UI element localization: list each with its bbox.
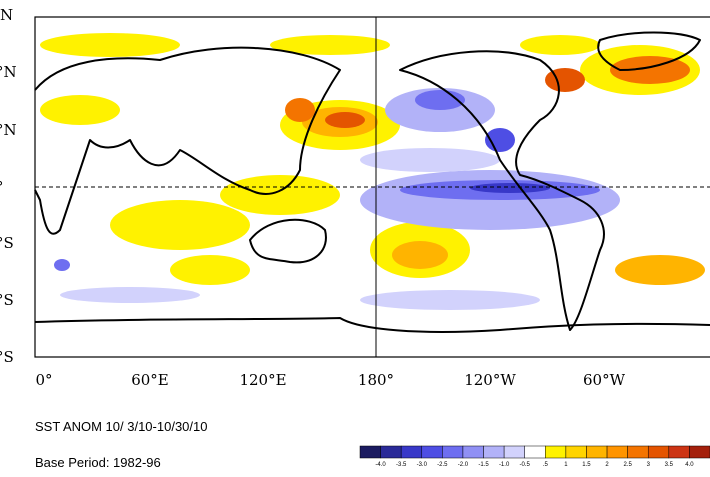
cool-patch xyxy=(485,128,515,152)
lat-label: °S xyxy=(0,348,14,366)
colorbar-label: -0.5 xyxy=(520,462,531,468)
lon-labels: 0° 60°E 120°E 180° 120°W 60°W xyxy=(35,371,625,389)
base-period: Base Period: 1982-96 xyxy=(35,455,161,470)
lat-label: °S xyxy=(0,234,14,252)
cool-patch xyxy=(60,287,200,303)
lon-label: 120°E xyxy=(239,371,286,389)
warm-patch xyxy=(520,35,600,55)
americas xyxy=(399,50,605,331)
colorbar-swatch xyxy=(668,445,690,459)
australia xyxy=(249,218,327,264)
colorbar-swatch xyxy=(421,445,443,459)
warm-patch xyxy=(325,112,365,128)
colorbar-swatch xyxy=(545,445,567,459)
lat-label: °S xyxy=(0,291,14,309)
eurasia-africa xyxy=(34,46,341,235)
colorbar-label: -2.0 xyxy=(458,462,469,468)
colorbar-label: -4.0 xyxy=(375,462,386,468)
colorbar-swatch xyxy=(400,445,423,459)
lon-label: 60°E xyxy=(131,371,169,389)
colorbar-label: 2.5 xyxy=(623,462,632,468)
colorbar-swatch xyxy=(380,445,402,459)
greenland xyxy=(597,31,701,71)
lat-label: ° xyxy=(0,178,4,196)
lat-label: °N xyxy=(0,121,17,139)
lon-label: 120°W xyxy=(464,371,516,389)
lon-label: 180° xyxy=(358,371,394,389)
colorbar-swatch xyxy=(462,445,484,459)
colorbar-label: 3.5 xyxy=(665,462,674,468)
warm-patch xyxy=(270,35,390,55)
warm-patch xyxy=(220,175,340,215)
warm-patch xyxy=(610,56,690,84)
lon-label: 0° xyxy=(35,371,52,389)
warm-patch xyxy=(170,255,250,285)
warm-patch xyxy=(615,255,705,285)
colorbar: -4.0 -3.5 -3.0 -2.5 -2.0 -1.5 -1.0 -0.5 .5 1 1.5 2 2… xyxy=(359,445,710,468)
warm-patch xyxy=(40,33,180,57)
colorbar-label: -3.5 xyxy=(396,462,407,468)
colorbar-label: 1.5 xyxy=(582,462,591,468)
colorbar-label: 4.0 xyxy=(685,462,694,468)
lat-label: N xyxy=(0,6,13,24)
map-title: SST ANOM 10/ 3/10-10/30/10 xyxy=(35,419,207,434)
lon-label: 60°W xyxy=(583,371,626,389)
colorbar-swatch xyxy=(627,445,649,459)
cool-patch xyxy=(54,259,70,271)
warm-patch xyxy=(392,241,448,269)
colorbar-label: -3.0 xyxy=(417,462,428,468)
colorbar-label: -2.5 xyxy=(437,462,448,468)
map-frame xyxy=(34,16,710,358)
colorbar-label: -1.5 xyxy=(478,462,489,468)
lat-label: °N xyxy=(0,63,17,81)
colorbar-label: -1.0 xyxy=(499,462,510,468)
colorbar-swatch xyxy=(606,445,628,459)
colorbar-swatch xyxy=(565,445,587,459)
colorbar-label: .5 xyxy=(543,462,549,468)
warm-patch xyxy=(40,95,120,125)
colorbar-swatch xyxy=(483,445,505,459)
colorbar-label: 2 xyxy=(605,462,609,468)
colorbar-label: 3 xyxy=(647,462,651,468)
warm-patch xyxy=(285,98,315,122)
warm-patch xyxy=(110,200,250,250)
colorbar-swatch xyxy=(442,445,464,459)
colorbar-swatch xyxy=(359,445,381,459)
colorbar-label: 1 xyxy=(564,462,568,468)
colorbar-swatch xyxy=(647,445,670,459)
cool-patch xyxy=(360,148,500,172)
cool-patch xyxy=(360,290,540,310)
warm-patch xyxy=(545,68,585,92)
cool-patch xyxy=(470,183,550,193)
colorbar-swatch xyxy=(689,445,710,459)
coastlines xyxy=(34,31,710,333)
lat-labels: N °N °N ° °S °S °S xyxy=(0,6,17,366)
antarctica xyxy=(34,317,710,333)
colorbar-swatch xyxy=(503,445,525,459)
colorbar-swatch xyxy=(586,445,608,459)
colorbar-swatch xyxy=(524,445,546,459)
